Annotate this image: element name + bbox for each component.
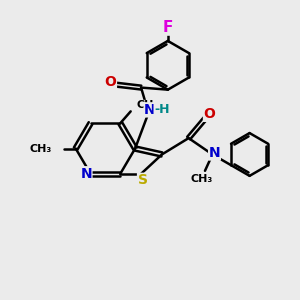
Text: S: S xyxy=(138,173,148,187)
Text: N: N xyxy=(144,103,156,117)
Text: O: O xyxy=(104,75,116,88)
Text: F: F xyxy=(163,20,173,35)
Text: N: N xyxy=(80,167,92,181)
Text: O: O xyxy=(203,107,215,121)
Text: CH₃: CH₃ xyxy=(30,143,52,154)
Text: -H: -H xyxy=(154,103,170,116)
Text: N: N xyxy=(209,146,220,160)
Text: CH₃: CH₃ xyxy=(136,100,159,110)
Text: CH₃: CH₃ xyxy=(191,174,213,184)
